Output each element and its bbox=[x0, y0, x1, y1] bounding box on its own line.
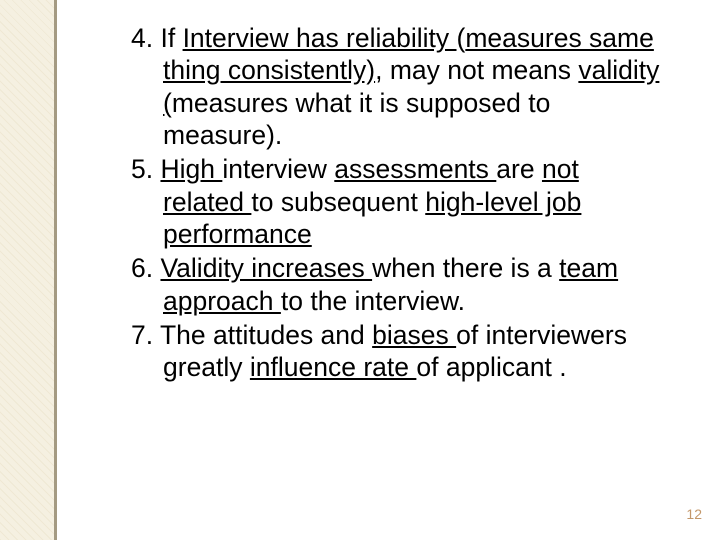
body-text: when there is a bbox=[372, 253, 559, 283]
list-item: 7. The attitudes and biases of interview… bbox=[95, 319, 665, 384]
item-number: 5. bbox=[131, 154, 160, 184]
underlined-text: influence rate bbox=[250, 352, 416, 382]
body-text: , may not means bbox=[375, 55, 578, 85]
side-band-texture bbox=[0, 0, 54, 540]
item-number: 6. bbox=[131, 253, 160, 283]
underlined-text: Validity increases bbox=[160, 253, 372, 283]
underlined-text: High bbox=[160, 154, 222, 184]
body-text: to subsequent bbox=[251, 187, 425, 217]
slide: 4. If Interview has reliability (measure… bbox=[0, 0, 720, 540]
body-text: The attitudes and bbox=[160, 320, 372, 350]
item-number: 4. bbox=[131, 23, 160, 53]
item-number: 7. bbox=[131, 320, 160, 350]
page-number: 12 bbox=[686, 506, 702, 522]
list-item: 6. Validity increases when there is a te… bbox=[95, 252, 665, 317]
underlined-text: biases bbox=[372, 320, 456, 350]
underlined-text: Interview has reliability bbox=[183, 23, 457, 53]
body-text: of applicant . bbox=[416, 352, 566, 382]
list-item: 4. If Interview has reliability (measure… bbox=[95, 22, 665, 151]
body-text: are bbox=[496, 154, 542, 184]
list-item: 5. High interview assessments are not re… bbox=[95, 153, 665, 250]
underlined-text: assessments bbox=[334, 154, 496, 184]
body-text: to the interview. bbox=[281, 286, 465, 316]
body-text: interview bbox=[222, 154, 334, 184]
body-text: If bbox=[160, 23, 182, 53]
slide-content: 4. If Interview has reliability (measure… bbox=[95, 22, 665, 386]
vertical-divider bbox=[54, 0, 57, 540]
body-text: measures what it is supposed to measure)… bbox=[163, 88, 550, 150]
